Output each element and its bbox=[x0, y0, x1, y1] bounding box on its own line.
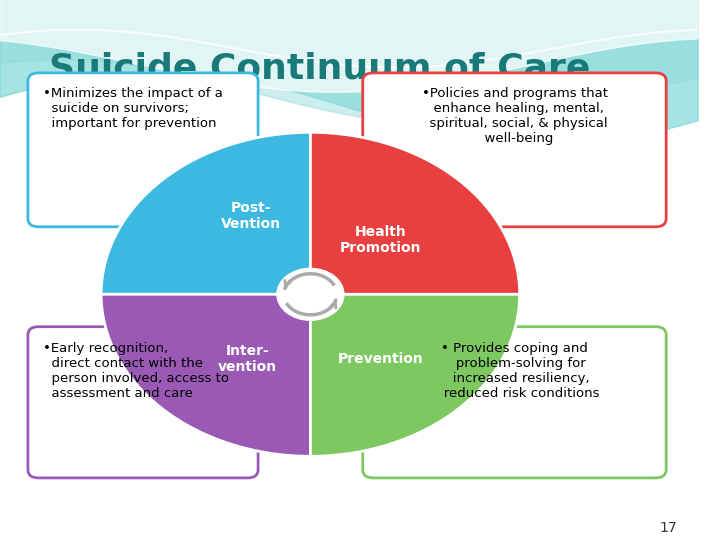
Text: •Policies and programs that
  enhance healing, mental,
  spiritual, social, & ph: •Policies and programs that enhance heal… bbox=[421, 87, 608, 145]
Text: Post-
Vention: Post- Vention bbox=[221, 201, 282, 231]
Circle shape bbox=[277, 268, 344, 320]
FancyBboxPatch shape bbox=[363, 327, 666, 478]
FancyBboxPatch shape bbox=[28, 73, 258, 227]
Wedge shape bbox=[310, 132, 520, 294]
Text: Prevention: Prevention bbox=[337, 352, 423, 366]
Text: Health
Promotion: Health Promotion bbox=[339, 225, 421, 255]
Text: 17: 17 bbox=[659, 521, 677, 535]
Text: Suicide Continuum of Care: Suicide Continuum of Care bbox=[49, 51, 590, 85]
Text: • Provides coping and
   problem-solving for
   increased resiliency,
   reduced: • Provides coping and problem-solving fo… bbox=[431, 342, 599, 400]
FancyBboxPatch shape bbox=[363, 73, 666, 227]
Wedge shape bbox=[101, 294, 310, 456]
Text: •Minimizes the impact of a
  suicide on survivors;
  important for prevention: •Minimizes the impact of a suicide on su… bbox=[43, 87, 223, 131]
Wedge shape bbox=[101, 132, 310, 294]
Text: Inter-
vention: Inter- vention bbox=[218, 344, 277, 374]
FancyBboxPatch shape bbox=[28, 327, 258, 478]
Wedge shape bbox=[310, 294, 520, 456]
Text: •Early recognition,
  direct contact with the
  person involved, access to
  ass: •Early recognition, direct contact with … bbox=[43, 342, 229, 400]
